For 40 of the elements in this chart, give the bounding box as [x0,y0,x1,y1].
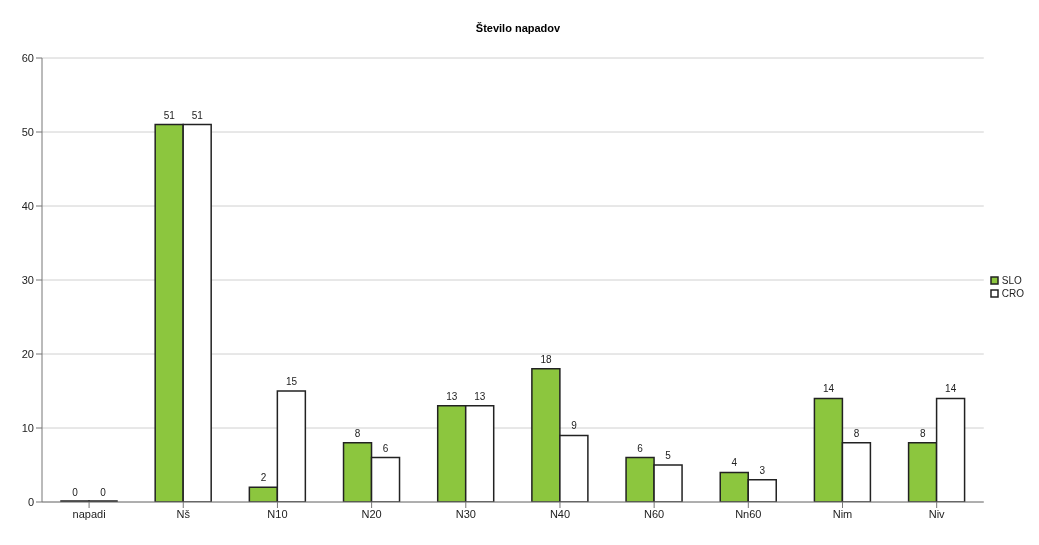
y-tick-label: 50 [21,125,34,138]
x-tick-label: N40 [549,507,571,520]
chart-title: Število napadov [474,22,562,36]
data-label: 9 [571,420,578,432]
data-label: 15 [285,376,298,387]
data-label: 8 [853,427,860,439]
data-label: 51 [163,109,176,121]
x-tick-label: Nim [832,507,853,520]
y-tick-label: 60 [21,51,34,64]
x-tick-label: N10 [267,507,288,520]
data-label: 2 [260,472,267,484]
y-tick-label: 30 [21,273,34,286]
data-label: 13 [446,390,458,402]
data-label: 5 [665,450,672,461]
legend-label: SLO [1000,274,1023,287]
x-tick-label: Nš [176,507,191,520]
y-tick-label: 20 [21,347,34,360]
data-label: 13 [474,390,486,402]
y-tick-label: 40 [21,199,34,212]
data-label: 0 [100,487,107,498]
data-label: 51 [191,109,204,121]
x-tick-label: N20 [361,507,382,520]
y-tick-label: 10 [21,421,34,434]
data-label: 4 [731,457,738,469]
data-label: 0 [72,487,79,498]
data-label: 6 [637,442,644,454]
data-label: 8 [354,427,361,439]
x-tick-label: N60 [644,507,665,520]
data-label: 14 [945,383,957,395]
x-tick-label: Nn60 [735,507,762,520]
data-label: 8 [919,427,926,439]
y-tick-label: 0 [27,495,34,508]
x-tick-label: napadi [72,507,106,520]
data-label: 6 [382,442,389,454]
x-tick-label: N30 [455,507,476,520]
data-label: 18 [540,353,552,365]
x-tick-label: Niv [928,507,946,520]
legend-label: CRO [1000,287,1024,300]
data-label: 14 [822,383,835,395]
data-label: 3 [759,464,766,476]
